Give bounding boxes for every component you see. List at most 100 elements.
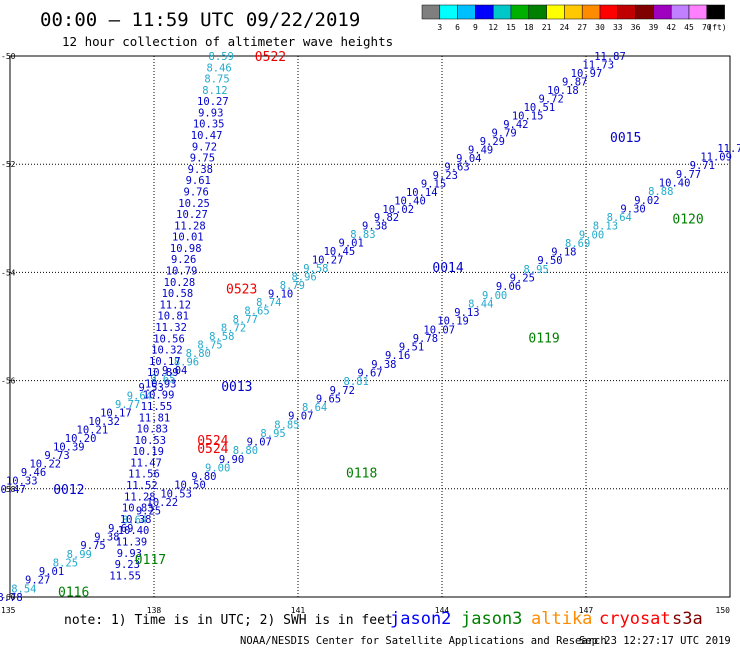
swh-value: 9.49: [468, 144, 493, 156]
swh-value: 11.7: [717, 143, 740, 155]
swh-value: 9.02: [634, 195, 659, 207]
color-scale-label: 42: [666, 23, 676, 32]
color-scale-label: 45: [684, 23, 694, 32]
swh-value: 10.58: [162, 288, 194, 300]
swh-value: 10.93: [145, 378, 177, 390]
plot-grid: [10, 56, 730, 597]
swh-value: 8.13: [593, 221, 618, 233]
color-swatch: [457, 4, 476, 20]
satellite-legend: jason2 jason3 altika cryosat s3a: [390, 609, 703, 629]
x-tick-label: 147: [579, 606, 594, 615]
swh-value: 9.23: [115, 559, 140, 571]
swh-value: 10.20: [65, 433, 97, 445]
swh-value: 8.77: [233, 314, 258, 326]
swh-value: 8.65: [244, 306, 269, 318]
swh-value: 11.32: [155, 322, 187, 334]
swh-value: 10.02: [382, 204, 414, 216]
swh-value: 10.25: [178, 198, 210, 210]
swh-value: 10.40: [118, 525, 150, 537]
swh-value: 9.78: [413, 333, 438, 345]
x-tick-label: 144: [435, 606, 450, 615]
swh-value: 9.73: [44, 450, 69, 462]
swh-value: 10.07: [423, 324, 455, 336]
swh-value: 8.69: [565, 238, 590, 250]
color-swatch: [546, 4, 565, 20]
swh-value: 9.13: [454, 307, 479, 319]
satellite-legend-s3a: s3a: [672, 609, 703, 629]
swh-value: 9.42: [503, 119, 528, 131]
swh-value: 9.79: [491, 127, 516, 139]
color-scale-label: 36: [631, 23, 641, 32]
color-swatch: [421, 4, 441, 20]
swh-value: 10.83: [137, 424, 169, 436]
color-scale-label: 33: [613, 23, 623, 32]
swh-value: 10.47: [191, 130, 223, 142]
swh-value: 8.12: [202, 85, 227, 97]
swh-value: 9.18: [551, 247, 576, 259]
swh-value: 9.75: [80, 540, 105, 552]
swh-value: 10.97: [571, 68, 603, 80]
swh-value: 9.04: [456, 153, 481, 165]
swh-value: 8.85: [274, 419, 299, 431]
swh-value: 9.65: [316, 393, 341, 405]
swh-value: 10.27: [312, 255, 344, 267]
swh-value: 10.32: [88, 416, 120, 428]
color-swatch: [599, 4, 619, 20]
swh-value: 10.53: [160, 488, 192, 500]
swh-value: 8.64: [122, 514, 147, 526]
swh-value: 10.99: [143, 390, 175, 402]
y-tick-label: -58: [1, 485, 16, 494]
swh-value: 9.16: [385, 350, 410, 362]
chart-subtitle: 12 hour collection of altimeter wave hei…: [62, 34, 393, 49]
swh-value: 10.39: [53, 441, 85, 453]
swh-value: 8.64: [302, 402, 327, 414]
color-swatch: [439, 4, 458, 20]
swh-value: 9.00: [579, 229, 604, 241]
y-tick-label: -54: [1, 268, 16, 277]
swh-labels: 10.4710.339.4610.229.7310.3910.2010.2110…: [0, 51, 740, 604]
y-tick-label: -56: [1, 377, 16, 386]
swh-value: 8.79: [280, 280, 305, 292]
swh-value: 9.72: [539, 93, 564, 105]
swh-value: 8.96: [174, 357, 199, 369]
color-scale-label: 9: [473, 23, 478, 32]
swh-value: 8.80: [233, 445, 258, 457]
pass-labels: 0012 0013 0014 0015 0116 0117 0118 0119 0120 0522…: [53, 50, 704, 601]
swh-value: 10.50: [174, 480, 206, 492]
color-swatch: [510, 4, 530, 20]
color-swatch: [706, 4, 725, 20]
swh-value: 9.65: [150, 373, 175, 385]
swh-value: 9.63: [444, 161, 469, 173]
swh-value: 9.15: [421, 178, 446, 190]
color-swatch: [670, 4, 690, 20]
color-swatch: [475, 4, 494, 20]
swh-value: 8.95: [524, 264, 549, 276]
swh-value: 10.27: [176, 209, 208, 221]
color-swatch: [617, 4, 636, 20]
swh-value: 9.25: [136, 506, 161, 518]
swh-value: 8.99: [67, 549, 92, 561]
swh-value: 9.87: [562, 76, 587, 88]
swh-value: 10.89: [147, 367, 179, 379]
swh-value: 8.88: [648, 186, 673, 198]
satellite-legend-jason2: jason2: [390, 609, 451, 629]
timestamp-text: Sep 23 12:27:17 UTC 2019: [579, 635, 731, 647]
color-swatch: [528, 4, 547, 20]
swh-value: 10.22: [29, 458, 61, 470]
swh-value: 9.38: [362, 221, 387, 233]
swh-value: 11.73: [582, 59, 614, 71]
color-scale-label: 15: [506, 23, 516, 32]
swh-value: 8.96: [291, 272, 316, 284]
pass-id: 0524: [197, 442, 228, 457]
swh-value: 9.27: [25, 575, 50, 587]
swh-value: 8.46: [206, 62, 231, 74]
swh-value: 9.50: [537, 255, 562, 267]
swh-value: 9.72: [192, 141, 217, 153]
swh-value: 9.64: [127, 390, 152, 402]
swh-value: 11.28: [174, 220, 206, 232]
swh-value: 9.51: [399, 342, 424, 354]
color-scale-unit: (ft): [707, 23, 726, 32]
swh-value: 8.78: [0, 592, 23, 604]
swh-value: 9.76: [184, 186, 209, 198]
